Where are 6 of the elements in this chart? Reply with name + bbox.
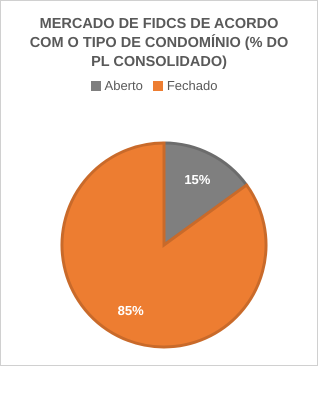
legend-label: Aberto [104,78,143,93]
data-label: 85% [118,302,144,318]
chart-title: MERCADO DE FIDCS DE ACORDO COM O TIPO DE CONDOMÍNIO (% DO PL CONSOLIDADO) [29,15,289,72]
pie-slice [60,142,268,348]
legend-label: Fechado [166,78,218,93]
data-label: 15% [184,172,211,188]
